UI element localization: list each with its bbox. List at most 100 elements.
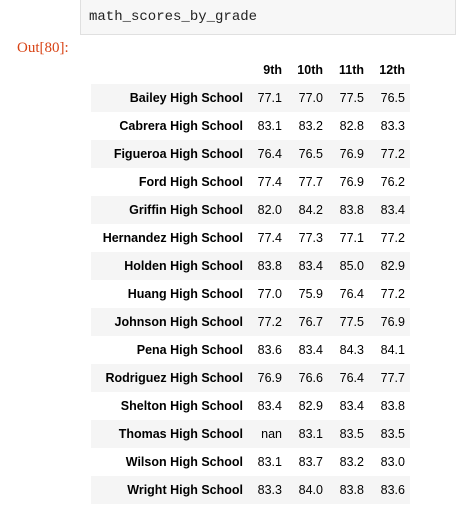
table-cell: 77.0 [257, 287, 282, 301]
table-cell: 83.6 [257, 343, 282, 357]
row-index-label: Griffin High School [129, 203, 243, 217]
table-cell: 77.4 [257, 175, 282, 189]
table-cell: 83.2 [298, 119, 323, 133]
table-cell: 82.9 [380, 259, 405, 273]
table-cell: 83.8 [380, 399, 405, 413]
table-cell: 83.5 [339, 427, 364, 441]
table-cell: 77.7 [298, 175, 323, 189]
table-row: Cabrera High School 83.1 83.2 82.8 83.3 [91, 112, 410, 140]
code-cell-input[interactable]: math_scores_by_grade [80, 0, 456, 35]
table-cell: 76.7 [298, 315, 323, 329]
table-cell: nan [261, 427, 282, 441]
table-cell: 76.9 [339, 147, 364, 161]
row-index-label: Ford High School [138, 175, 243, 189]
table-cell: 77.2 [380, 287, 405, 301]
column-header: 11th [338, 63, 364, 77]
row-index-label: Figueroa High School [113, 147, 243, 161]
table-cell: 77.7 [380, 371, 405, 385]
table-cell: 84.3 [339, 343, 364, 357]
table-cell: 83.4 [257, 399, 282, 413]
table-cell: 76.4 [257, 147, 282, 161]
output-prompt: Out[80]: [17, 40, 69, 56]
row-index-label: Wilson High School [125, 455, 243, 469]
table-cell: 83.6 [380, 483, 405, 497]
table-cell: 76.9 [257, 371, 282, 385]
table-cell: 84.0 [298, 483, 323, 497]
table-cell: 85.0 [339, 259, 364, 273]
table-cell: 76.4 [339, 371, 364, 385]
table-cell: 77.2 [380, 231, 405, 245]
table-cell: 83.5 [380, 427, 405, 441]
table-cell: 83.8 [339, 483, 364, 497]
row-index-label: Cabrera High School [119, 119, 243, 133]
table-cell: 83.4 [339, 399, 364, 413]
table-row: Griffin High School 82.0 84.2 83.8 83.4 [91, 196, 410, 224]
index-header [91, 56, 250, 84]
table-cell: 83.4 [298, 343, 323, 357]
table-cell: 77.5 [339, 91, 364, 105]
table-cell: 77.1 [339, 231, 364, 245]
table-row: Shelton High School 83.4 82.9 83.4 83.8 [91, 392, 410, 420]
table-cell: 76.6 [298, 371, 323, 385]
table-row: Pena High School 83.6 83.4 84.3 84.1 [91, 336, 410, 364]
table-cell: 77.0 [298, 91, 323, 105]
table-cell: 77.1 [257, 91, 282, 105]
table-cell: 76.5 [298, 147, 323, 161]
table-cell: 83.8 [257, 259, 282, 273]
table-cell: 83.1 [257, 119, 282, 133]
table-cell: 76.4 [339, 287, 364, 301]
row-index-label: Bailey High School [129, 91, 243, 105]
table-row: Ford High School 77.4 77.7 76.9 76.2 [91, 168, 410, 196]
table-cell: 82.8 [339, 119, 364, 133]
row-index-label: Pena High School [136, 343, 243, 357]
table-cell: 83.0 [380, 455, 405, 469]
table-cell: 76.9 [339, 175, 364, 189]
column-header: 10th [297, 63, 323, 77]
column-header: 9th [263, 63, 282, 77]
table-row: Johnson High School 77.2 76.7 77.5 76.9 [91, 308, 410, 336]
table-row: Thomas High School nan 83.1 83.5 83.5 [91, 420, 410, 448]
table-cell: 77.3 [298, 231, 323, 245]
table-cell: 82.0 [257, 203, 282, 217]
dataframe-table: 9th 10th 11th 12th Bailey High School 77.… [91, 56, 410, 504]
table-cell: 83.8 [339, 203, 364, 217]
table-cell: 84.2 [298, 203, 323, 217]
table-body: Bailey High School 77.1 77.0 77.5 76.5 Cabrer… [91, 84, 410, 504]
table-cell: 83.7 [298, 455, 323, 469]
table-cell: 76.5 [380, 91, 405, 105]
table-row: Rodriguez High School 76.9 76.6 76.4 77.7 [91, 364, 410, 392]
table-cell: 77.5 [339, 315, 364, 329]
table-cell: 83.4 [298, 259, 323, 273]
table-cell: 75.9 [298, 287, 323, 301]
table-row: Figueroa High School 76.4 76.5 76.9 77.2 [91, 140, 410, 168]
table-cell: 77.2 [257, 315, 282, 329]
table-cell: 83.1 [298, 427, 323, 441]
table-row: Huang High School 77.0 75.9 76.4 77.2 [91, 280, 410, 308]
table-row: Holden High School 83.8 83.4 85.0 82.9 [91, 252, 410, 280]
code-text[interactable]: math_scores_by_grade [89, 9, 258, 25]
row-index-label: Shelton High School [120, 399, 243, 413]
row-index-label: Huang High School [127, 287, 243, 301]
row-index-label: Wright High School [127, 483, 243, 497]
table-cell: 83.3 [257, 483, 282, 497]
row-index-label: Holden High School [124, 259, 243, 273]
table-cell: 76.9 [380, 315, 405, 329]
table-cell: 76.2 [380, 175, 405, 189]
row-index-label: Thomas High School [118, 427, 243, 441]
row-index-label: Rodriguez High School [105, 371, 244, 385]
table-row: Wright High School 83.3 84.0 83.8 83.6 [91, 476, 410, 504]
table-row: Hernandez High School 77.4 77.3 77.1 77.2 [91, 224, 410, 252]
table-cell: 83.4 [380, 203, 405, 217]
row-index-label: Johnson High School [114, 315, 243, 329]
table-cell: 83.2 [339, 455, 364, 469]
table-cell: 83.3 [380, 119, 405, 133]
row-index-label: Hernandez High School [102, 231, 243, 245]
table-cell: 82.9 [298, 399, 323, 413]
table-row: Bailey High School 77.1 77.0 77.5 76.5 [91, 84, 410, 112]
table-cell: 84.1 [380, 343, 405, 357]
column-header: 12th [379, 63, 405, 77]
table-header-row: 9th 10th 11th 12th [91, 56, 410, 84]
table-cell: 77.4 [257, 231, 282, 245]
table-cell: 77.2 [380, 147, 405, 161]
